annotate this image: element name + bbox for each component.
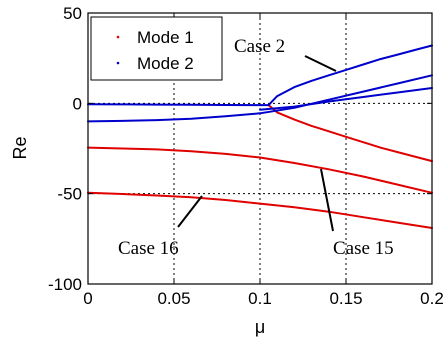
legend-label-mode-2: Mode 2 xyxy=(137,54,194,73)
annotation-leader-case-15 xyxy=(320,168,334,232)
series-line-mode-2-4 xyxy=(267,44,433,107)
legend-marker-mode-2 xyxy=(116,61,120,65)
ticks: 0 0.05 0.1 0.15 0.2 -100 -50 0 50 xyxy=(48,4,444,308)
series-line-mode-1-1 xyxy=(87,146,433,194)
annotation-case-2: Case 2 xyxy=(234,36,285,57)
x-axis-label: μ xyxy=(255,317,265,337)
legend-label-mode-1: Mode 1 xyxy=(137,28,194,47)
annotation-leader-case-2 xyxy=(304,55,337,72)
series-line-mode-2-3 xyxy=(87,103,270,107)
x-tick-label: 0 xyxy=(83,289,92,308)
annotation-case-16: Case 16 xyxy=(118,238,179,259)
y-tick-label: -50 xyxy=(57,185,82,204)
y-tick-label: 0 xyxy=(73,94,82,113)
x-tick-label: 0.05 xyxy=(157,289,190,308)
x-tick-label: 0.1 xyxy=(248,289,272,308)
series-line-mode-2-5 xyxy=(87,74,433,123)
annotation-case-15: Case 15 xyxy=(333,238,394,259)
legend: Mode 1 Mode 2 xyxy=(90,16,223,81)
legend-marker-mode-1 xyxy=(116,35,120,39)
series-line-mode-2-6 xyxy=(259,87,433,111)
y-tick-label: -100 xyxy=(48,275,82,294)
series-layer xyxy=(87,44,433,229)
x-tick-label: 0.2 xyxy=(420,289,444,308)
series-line-mode-1-0 xyxy=(87,191,433,229)
grid xyxy=(88,13,432,284)
x-tick-label: 0.15 xyxy=(329,289,362,308)
legend-box xyxy=(90,16,223,81)
annotations: Case 2 Case 16 Case 15 xyxy=(118,36,394,259)
annotation-leader-case-16 xyxy=(177,195,203,228)
y-tick-label: 50 xyxy=(63,4,82,23)
series-line-mode-1-2 xyxy=(267,104,433,163)
y-axis-label: Re xyxy=(10,136,30,159)
